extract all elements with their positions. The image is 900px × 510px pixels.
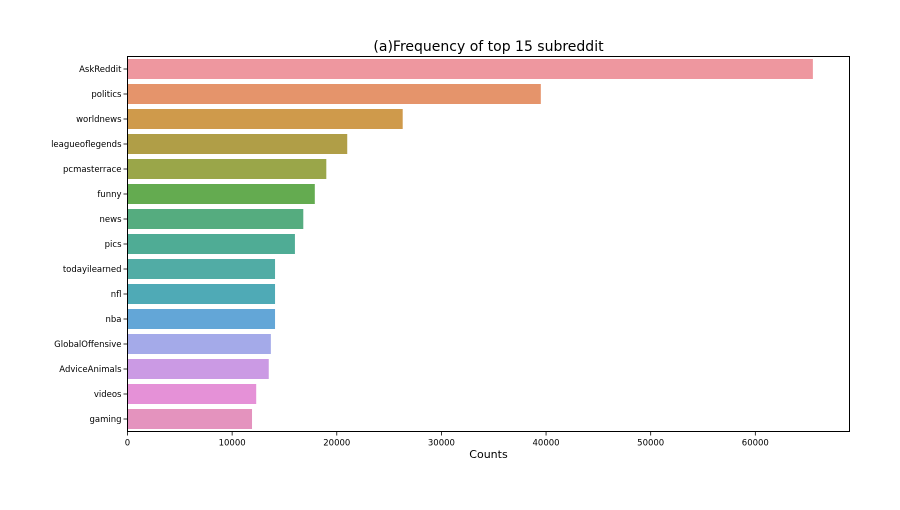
- x-tick-label: 60000: [742, 439, 769, 449]
- bar-funny: [127, 184, 315, 204]
- plot-frame: [127, 56, 850, 432]
- y-tick-label: nba: [106, 315, 122, 325]
- bar-videos: [127, 384, 257, 404]
- bar-nfl: [127, 284, 276, 304]
- bar-group: [127, 59, 813, 429]
- bar-AskReddit: [127, 59, 813, 79]
- chart-title: (a)Frequency of top 15 subreddit: [373, 39, 604, 55]
- bar-pcmasterrace: [127, 159, 327, 179]
- x-axis-label: Counts: [469, 448, 508, 461]
- bar-todayilearned: [127, 259, 276, 279]
- y-tick-label: pics: [105, 240, 122, 250]
- y-tick-label: news: [100, 215, 123, 225]
- y-tick-label: politics: [91, 90, 122, 100]
- y-tick-label: gaming: [89, 415, 121, 425]
- x-tick-label: 10000: [219, 439, 246, 449]
- y-tick-label: todayilearned: [63, 265, 122, 275]
- x-tick-label: 50000: [637, 439, 664, 449]
- y-tick-label: funny: [97, 190, 121, 200]
- x-tick-label: 30000: [428, 439, 455, 449]
- bar-gaming: [127, 409, 253, 429]
- y-tick-label: pcmasterrace: [63, 165, 122, 175]
- y-tick-label: AdviceAnimals: [59, 365, 122, 375]
- bar-pics: [127, 234, 295, 254]
- y-tick-label: nfl: [111, 290, 122, 300]
- y-tick-labels: AskReddit politics worldnews leagueoflegend…: [51, 65, 128, 425]
- y-tick-label: GlobalOffensive: [54, 340, 121, 350]
- bar-GlobalOffensive: [127, 334, 271, 354]
- y-tick-label: leagueoflegends: [51, 140, 122, 150]
- bar-worldnews: [127, 109, 403, 129]
- x-ticks: 0 10000 20000 30000 40000 50000 60000: [125, 431, 769, 449]
- bar-leagueoflegends: [127, 134, 348, 154]
- x-tick-label: 0: [125, 439, 130, 449]
- bar-nba: [127, 309, 276, 329]
- bar-AdviceAnimals: [127, 359, 269, 379]
- y-tick-label: videos: [94, 390, 122, 400]
- bar-politics: [127, 84, 541, 104]
- y-tick-label: worldnews: [76, 115, 122, 125]
- bar-news: [127, 209, 304, 229]
- x-tick-label: 40000: [533, 439, 560, 449]
- x-tick-label: 20000: [323, 439, 350, 449]
- y-tick-label: AskReddit: [79, 65, 122, 75]
